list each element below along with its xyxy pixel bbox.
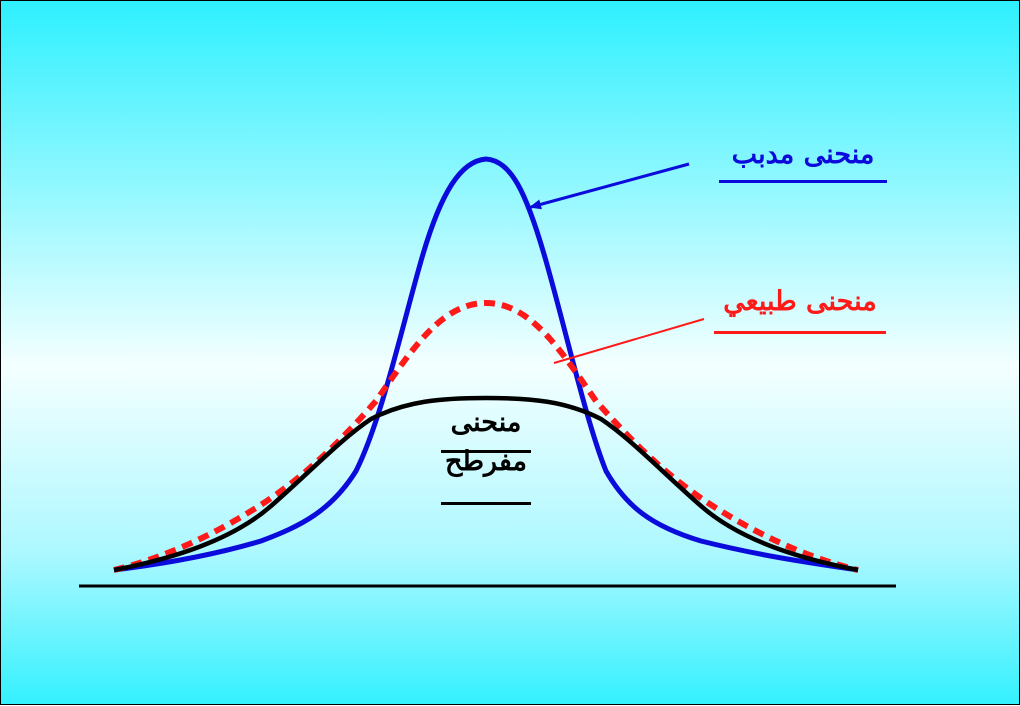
leptokurtic-pointer-arrow xyxy=(529,162,690,210)
leptokurtic-label: منحنى مدبب xyxy=(731,139,875,170)
normal-label: منحنى طبيعي xyxy=(723,286,877,317)
normal-label-underline xyxy=(714,331,886,334)
normal-curve xyxy=(113,299,859,573)
platykurtic-label: منحنى مفرطح xyxy=(431,409,541,475)
platykurtic-label-line1: منحنى xyxy=(450,407,522,438)
platykurtic-label-divider xyxy=(441,450,531,453)
leptokurtic-curve xyxy=(113,156,859,573)
platykurtic-curve xyxy=(113,395,859,573)
platykurtic-label-underline xyxy=(441,502,531,505)
normal-pointer-line xyxy=(553,318,705,364)
leptokurtic-label-underline xyxy=(719,180,887,183)
